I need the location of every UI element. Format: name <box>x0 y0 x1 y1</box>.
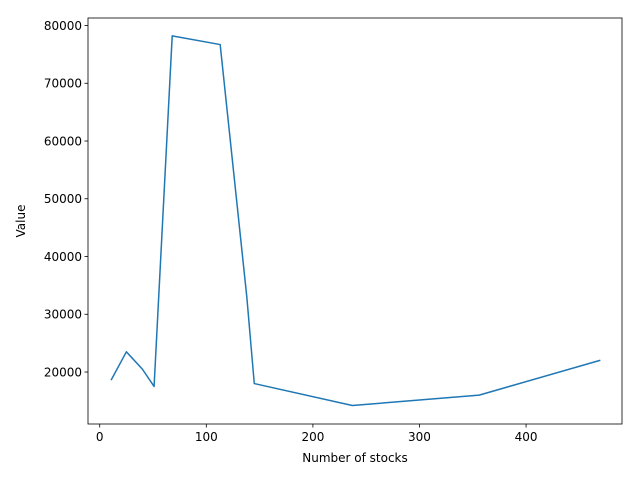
axes-frame <box>87 17 623 425</box>
y-tick-label: 30000 <box>44 308 82 322</box>
plot-area <box>87 17 623 425</box>
y-tick-label: 40000 <box>44 250 82 264</box>
series-line-0 <box>110 35 601 407</box>
x-tick-label: 200 <box>301 430 324 444</box>
x-tick-label: 100 <box>195 430 218 444</box>
y-tick-label: 60000 <box>44 134 82 148</box>
y-tick-label: 80000 <box>44 19 82 33</box>
x-axis-ticks: 0 100 200 300 400 <box>96 424 538 444</box>
y-tick-label: 50000 <box>44 192 82 206</box>
y-tick-label: 20000 <box>44 365 82 379</box>
y-axis-ticks: 20000 30000 40000 50000 60000 70000 80000 <box>44 19 88 379</box>
x-tick-label: 300 <box>408 430 431 444</box>
x-axis-label: Number of stocks <box>302 451 408 465</box>
x-tick-label: 0 <box>96 430 104 444</box>
x-tick-label: 400 <box>515 430 538 444</box>
y-tick-label: 70000 <box>44 77 82 91</box>
y-axis-label: Value <box>14 205 28 238</box>
